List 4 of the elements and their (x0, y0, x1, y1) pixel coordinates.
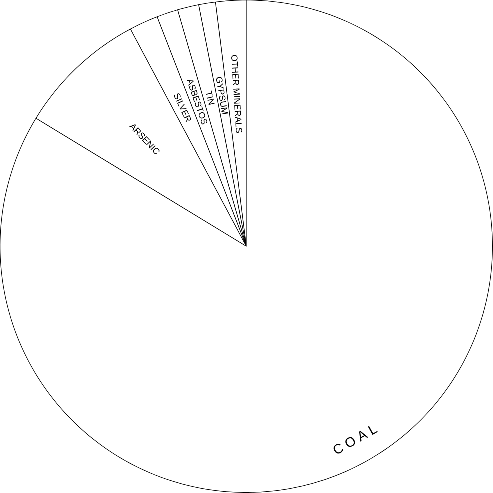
slice-label: TIN (206, 90, 215, 106)
slice-label: GYPSUM (216, 77, 228, 115)
slice-label: C O A L (334, 426, 378, 454)
slice-label: OTHER MINERALS (232, 55, 242, 134)
